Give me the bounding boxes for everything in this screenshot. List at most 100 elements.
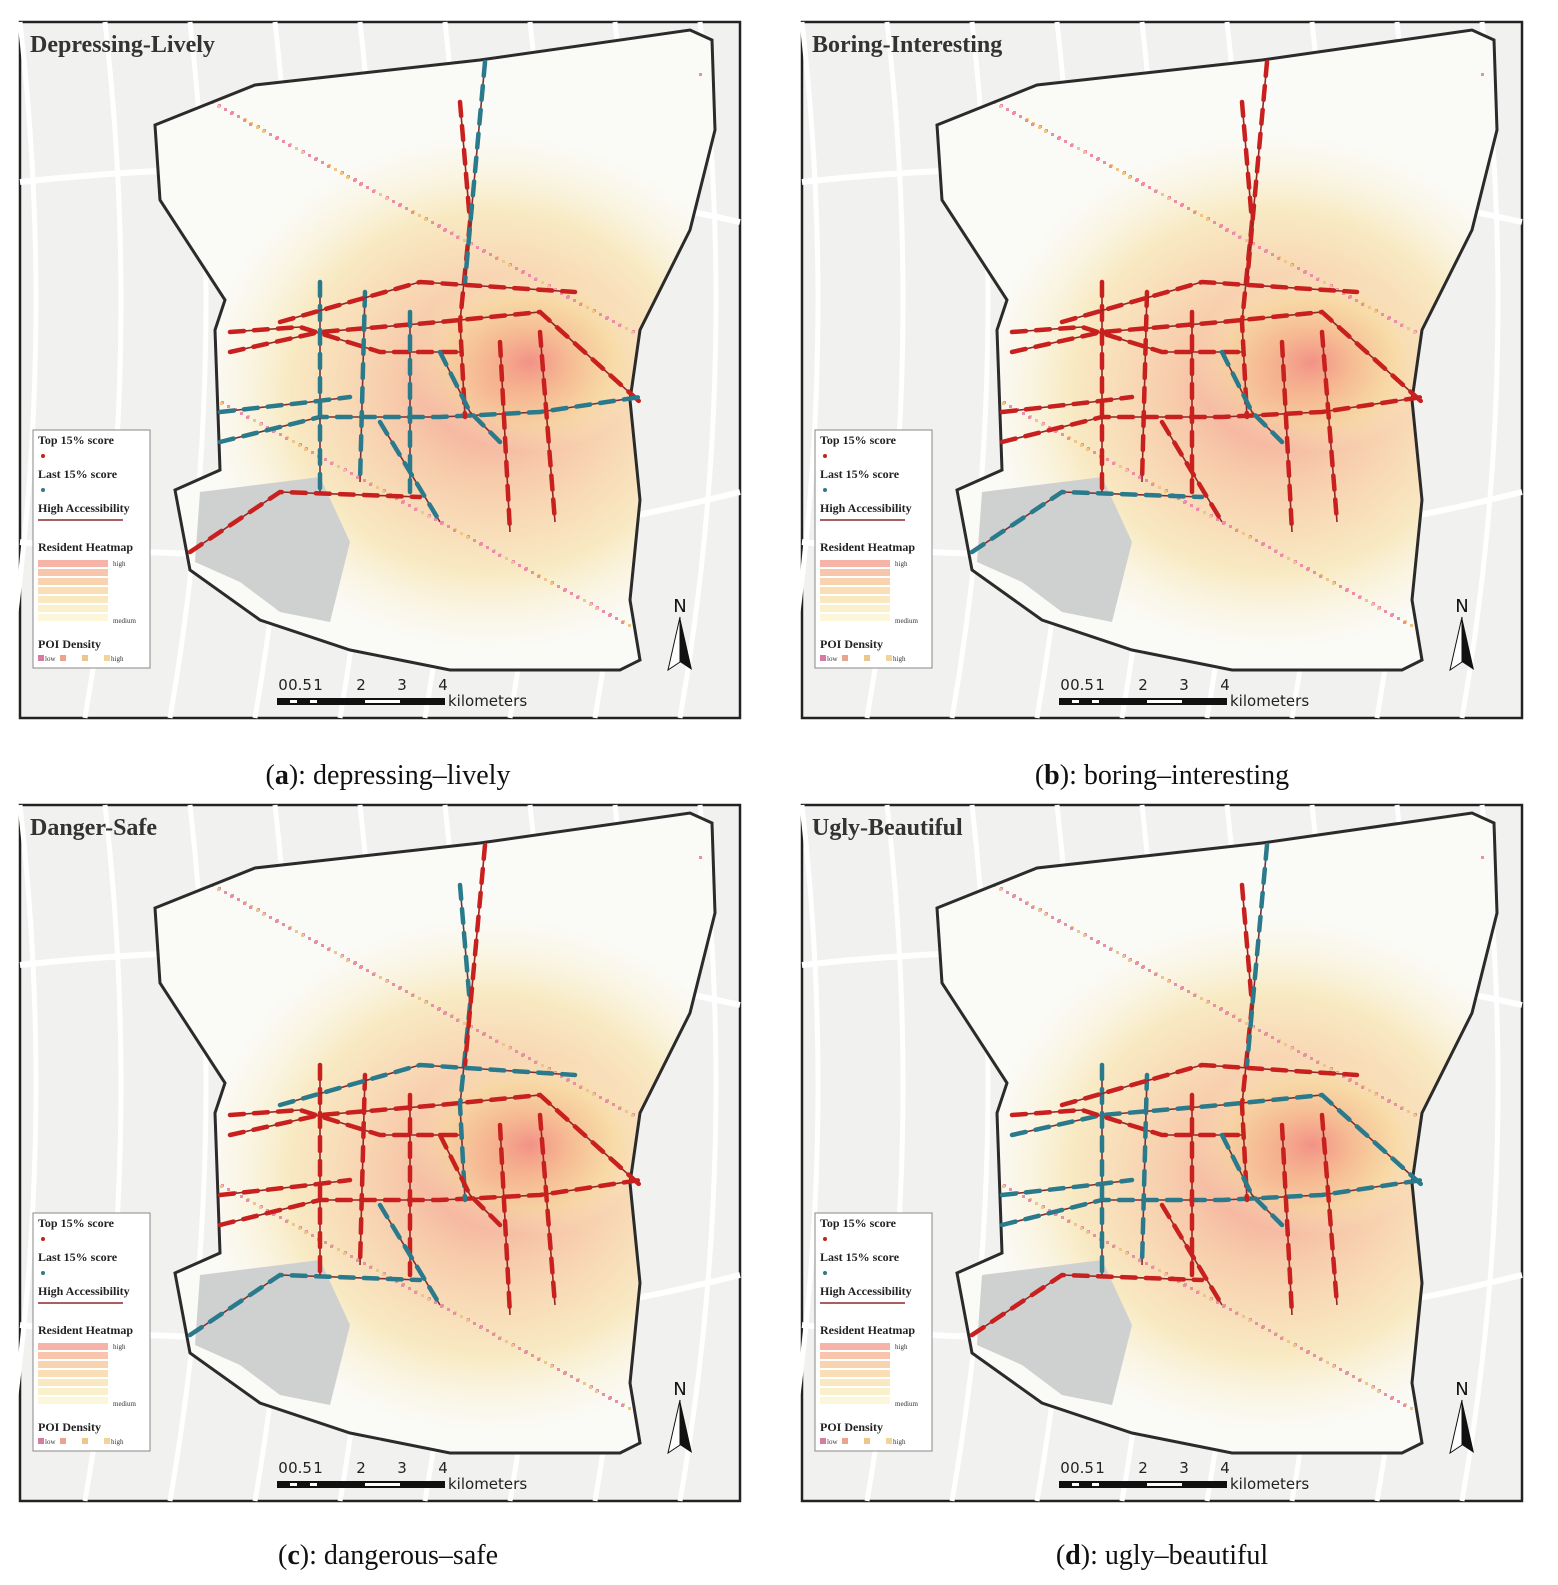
score-segment: [1219, 1132, 1285, 1228]
poi-cell: [1326, 578, 1329, 581]
poi-cell: [589, 603, 592, 606]
poi-cell: [1371, 1386, 1374, 1389]
poi-cell: [1161, 193, 1164, 196]
poi-cell: [469, 243, 472, 246]
score-segment: [227, 324, 463, 355]
poi-cell: [1384, 1393, 1387, 1396]
poi-cell: [285, 1220, 288, 1223]
poi-cell: [1164, 490, 1167, 493]
poi-cell: [314, 158, 317, 161]
score-segment: [1159, 1202, 1225, 1308]
poi-cell: [573, 1082, 576, 1085]
poi-cell: [275, 920, 278, 923]
poi-cell: [1193, 994, 1196, 997]
poi-cell: [1145, 479, 1148, 482]
poi-cell: [1180, 987, 1183, 990]
poi-cell: [292, 1223, 295, 1226]
poi-cell: [1187, 207, 1190, 210]
poi-cell: [544, 578, 547, 581]
poi-cell: [1229, 1308, 1232, 1311]
heat-swatch: [820, 1388, 890, 1395]
poi-cell: [1209, 1298, 1212, 1301]
legend-dot: [41, 1271, 45, 1275]
poi-cell: [1255, 539, 1258, 542]
heat-swatch: [820, 1352, 890, 1359]
poi-cell: [414, 1291, 417, 1294]
legend-label: POI Density: [38, 1420, 101, 1434]
poi-cell: [1041, 423, 1044, 426]
poi-cell: [508, 264, 511, 267]
poi-cell: [372, 973, 375, 976]
poi-cell: [1203, 511, 1206, 514]
poi-cell: [243, 119, 246, 122]
legend-small: high: [111, 655, 124, 663]
poi-cell: [1080, 1227, 1083, 1230]
poi-cell: [256, 909, 259, 912]
legend-dot: [823, 1237, 827, 1241]
poi-cell: [1238, 236, 1241, 239]
poi-cell: [1038, 909, 1041, 912]
poi-cell: [411, 211, 414, 214]
poi-cell: [314, 941, 317, 944]
poi-cell: [508, 1047, 511, 1050]
poi-cell: [1342, 292, 1345, 295]
poi-cell: [1031, 906, 1034, 909]
legend-label: High Accessibility: [38, 1284, 130, 1298]
poi-cell: [405, 207, 408, 210]
heat-swatch: [38, 1397, 108, 1404]
heat-swatch: [820, 1343, 890, 1350]
score-segment: [217, 1177, 643, 1228]
legend-label: High Accessibility: [820, 1284, 912, 1298]
poi-cell: [599, 313, 602, 316]
poi-cell: [369, 483, 372, 486]
legend-small: low: [45, 655, 56, 663]
poi-cell: [1390, 1397, 1393, 1400]
poi-cell: [466, 536, 469, 539]
score-segment: [999, 394, 1135, 415]
poi-cell: [482, 250, 485, 253]
score-segment: [497, 1122, 513, 1318]
poi-cell: [343, 469, 346, 472]
poi-cell: [1070, 927, 1073, 930]
poi-cell: [1083, 151, 1086, 154]
score-segment: [1139, 289, 1150, 485]
score-segment: [1319, 1112, 1340, 1308]
poi-cell: [476, 1029, 479, 1032]
poi-cell: [1284, 260, 1287, 263]
poi-cell: [456, 1019, 459, 1022]
map-panel: Boring-Interesting Top 15% score Last 15% …: [779, 20, 1524, 720]
poi-cell: [1151, 483, 1154, 486]
poi-cell: [330, 1245, 333, 1248]
poi-cell: [1268, 1329, 1271, 1332]
poi-cell: [1261, 543, 1264, 546]
poi-cell: [298, 1227, 301, 1230]
poi-cell: [1022, 412, 1025, 415]
scale-bar: [1059, 1481, 1227, 1488]
poi-cell: [1012, 895, 1015, 898]
poi-cell: [401, 501, 404, 504]
heat-swatch: [38, 1343, 108, 1350]
poi-cell: [1316, 1061, 1319, 1064]
score-segment: [999, 1177, 1425, 1228]
poi-cell: [1116, 951, 1119, 954]
poi-cell: [353, 962, 356, 965]
poi-cell: [1407, 1110, 1410, 1113]
score-segment: [1319, 329, 1340, 525]
legend-label: POI Density: [820, 1420, 883, 1434]
poi-cell: [1038, 126, 1041, 129]
score-segment: [277, 279, 578, 325]
poi-cell: [1397, 1400, 1400, 1403]
poi-cell: [521, 1054, 524, 1057]
poi-cell: [424, 1001, 427, 1004]
poi-cell: [1326, 1361, 1329, 1364]
poi-cell: [518, 1347, 521, 1350]
poi-cell: [615, 617, 618, 620]
legend-label: Last 15% score: [38, 1250, 118, 1264]
score-segment: [377, 419, 443, 525]
poi-cell: [615, 1400, 618, 1403]
poi-cell: [311, 1234, 314, 1237]
poi-cell: [321, 944, 324, 947]
poi-cell: [563, 1372, 566, 1375]
score-segment: [187, 1272, 423, 1338]
caption: (d): ugly–beautiful: [1056, 1540, 1269, 1571]
